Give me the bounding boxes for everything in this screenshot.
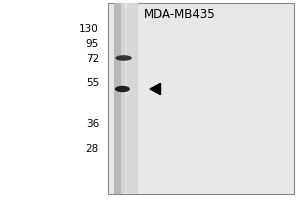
Text: 36: 36	[86, 119, 99, 129]
Text: MDA-MB435: MDA-MB435	[144, 8, 216, 21]
Bar	[108, 3, 294, 194]
Ellipse shape	[115, 55, 132, 61]
Ellipse shape	[115, 86, 130, 92]
Text: 28: 28	[86, 144, 99, 154]
Polygon shape	[150, 83, 160, 95]
Text: 95: 95	[86, 39, 99, 49]
Bar	[121, 3, 127, 194]
Text: 130: 130	[79, 24, 99, 34]
Text: 72: 72	[86, 54, 99, 64]
Bar	[114, 3, 125, 194]
Text: 55: 55	[86, 78, 99, 88]
Bar	[125, 3, 138, 194]
